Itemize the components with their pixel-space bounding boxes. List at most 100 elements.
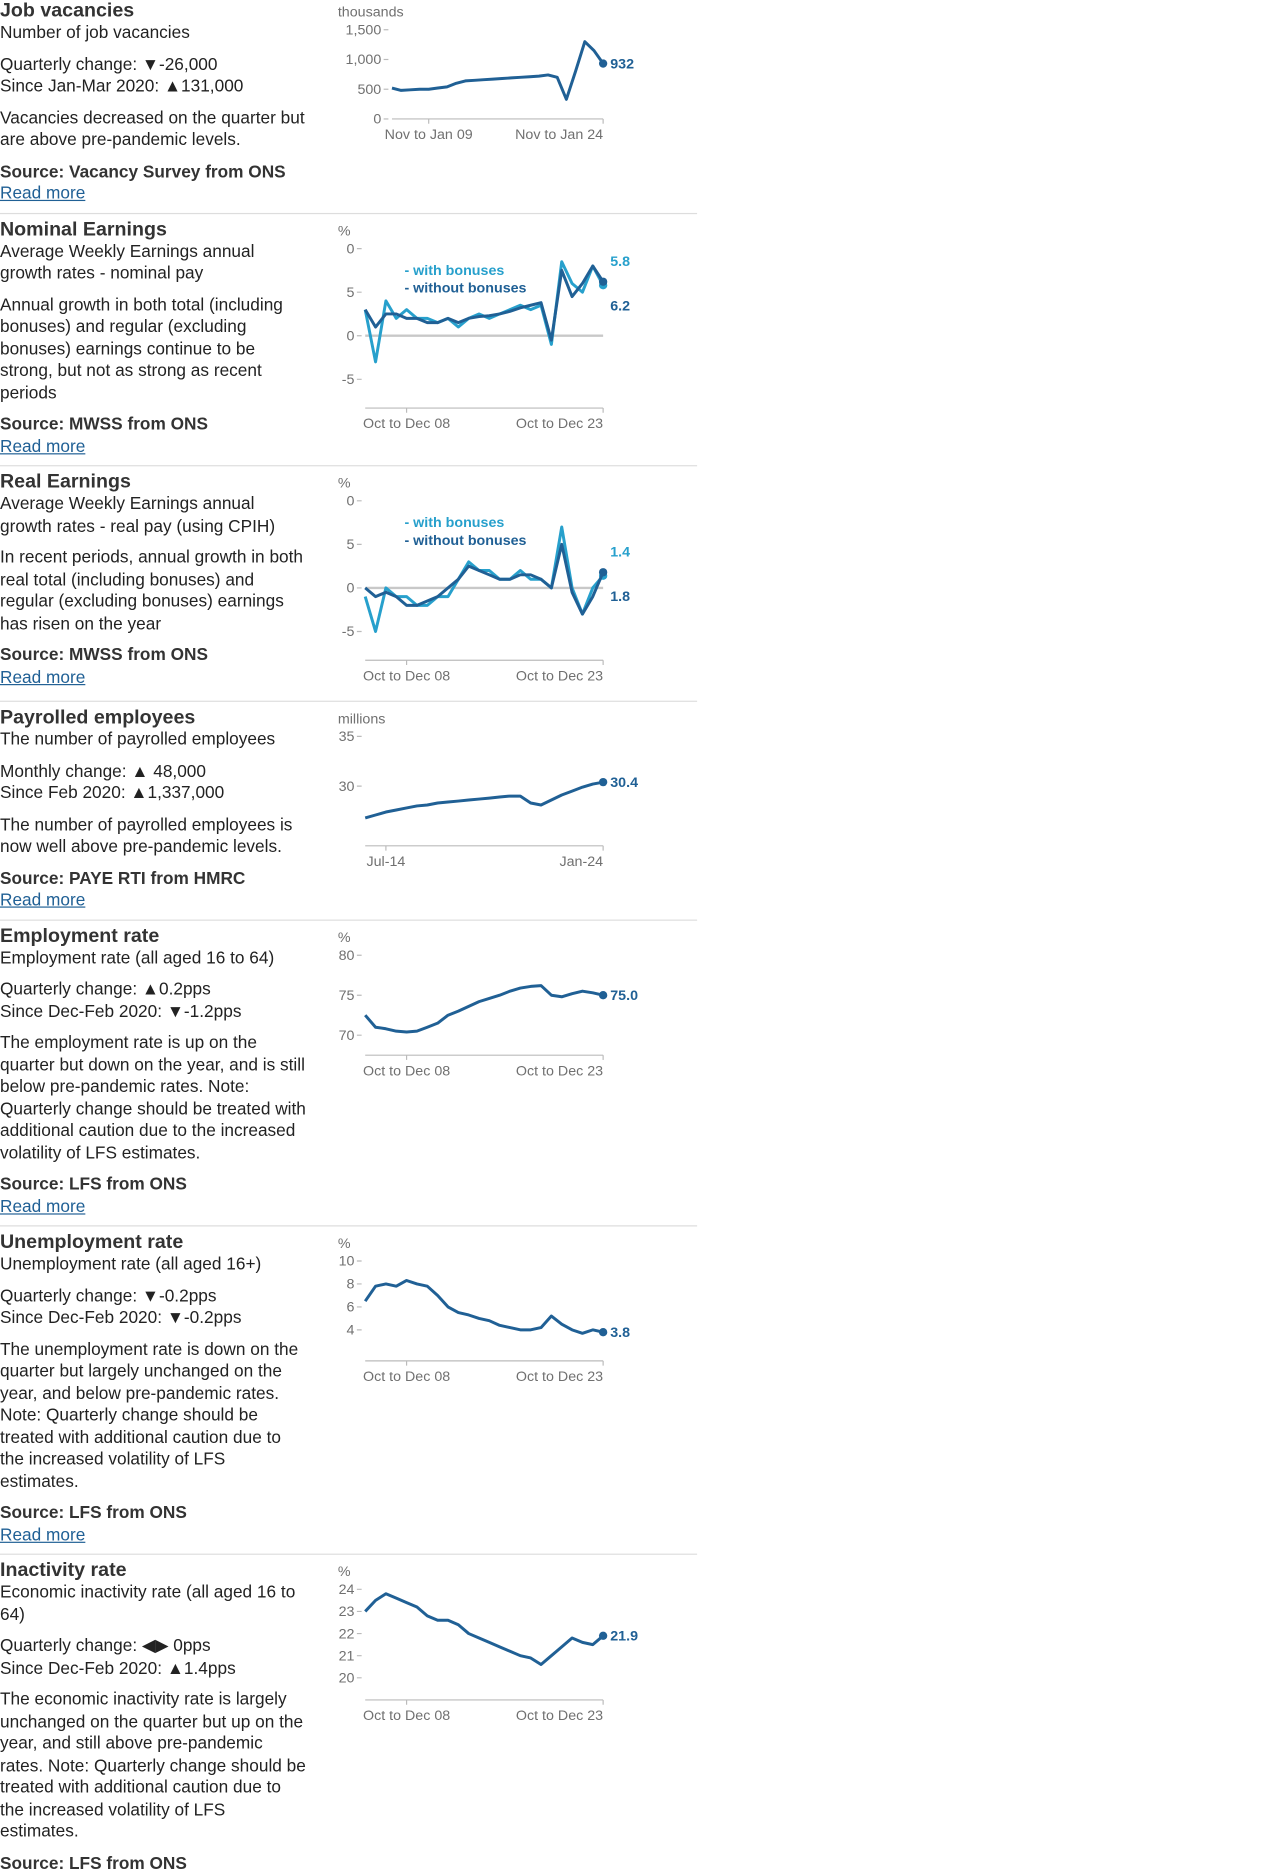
panel-title: Employment rate — [0, 924, 160, 947]
series-line — [363, 525, 605, 633]
series-line — [364, 542, 605, 616]
change-stat: Since Dec-Feb 2020: ▼-0.2pps — [0, 1308, 242, 1328]
panel-description: Annual growth in both total (including b… — [0, 295, 283, 403]
panel-source: Source: LFS from ONS — [0, 1503, 187, 1523]
series-line — [364, 780, 604, 820]
panel: Inactivity rate Economic inactivity rate … — [0, 1560, 697, 1872]
spacer — [0, 152, 307, 162]
spacer — [0, 45, 307, 55]
panel-description: The unemployment rate is down on the qua… — [0, 1340, 299, 1492]
y-tick-label: 1,000 — [346, 52, 382, 68]
line-chart: % 70 75 80 Oct to Dec 08 Oct to Dec 23 75.0 — [338, 930, 638, 1079]
read-more-link[interactable]: Read more — [0, 1525, 86, 1545]
unit-label: thousands — [338, 5, 404, 21]
y-tick-label: 23 — [339, 1604, 355, 1620]
series-line — [391, 40, 605, 101]
spacer — [0, 751, 307, 761]
y-tick-label: 70 — [339, 1027, 355, 1043]
panel-subtitle: The number of payrolled employees — [0, 730, 276, 750]
panel-text: Inactivity rate Economic inactivity rate … — [0, 1560, 307, 1872]
read-more-link[interactable]: Read more — [0, 891, 86, 911]
spacer — [0, 1276, 307, 1286]
panel-source: Source: LFS from ONS — [0, 1853, 187, 1872]
panel: Nominal Earnings Average Weekly Earnings … — [0, 218, 698, 467]
y-tick-label: -5 — [342, 624, 355, 640]
value-label: 75.0 — [610, 987, 638, 1003]
end-point — [598, 1328, 608, 1337]
line-chart: % 20 21 22 23 24 Oct to Dec 08 Oct to Dec 23 21.… — [338, 1564, 638, 1724]
series-line — [364, 983, 604, 1033]
value-label: 932 — [610, 56, 634, 72]
x-tick-label: Oct to Dec 08 — [363, 1369, 450, 1385]
y-tick-label: 0 — [347, 494, 355, 510]
spacer — [0, 1626, 307, 1636]
value-label: 30.4 — [610, 775, 638, 791]
x-tick-label: Oct to Dec 08 — [363, 1063, 450, 1079]
end-point — [598, 1631, 608, 1640]
line-chart: % -5 0 5 0 Oct to Dec 08 Oct to Dec 23 5.8 - wit… — [338, 223, 630, 432]
y-tick-label: 80 — [339, 947, 355, 963]
x-tick-label: Oct to Dec 08 — [363, 1708, 450, 1724]
y-tick-label: 0 — [347, 328, 355, 344]
panel-subtitle: Number of job vacancies — [0, 23, 190, 43]
series-line — [364, 1592, 605, 1666]
spacer — [0, 1680, 307, 1690]
legend-entry: - without bonuses — [404, 533, 526, 549]
spacer — [0, 858, 307, 868]
panel-title: Real Earnings — [0, 471, 131, 493]
panel: Job vacancies Number of job vacancies Quar… — [0, 0, 698, 214]
y-tick-label: 30 — [339, 779, 355, 795]
panel: Real Earnings Average Weekly Earnings ann… — [0, 471, 698, 702]
end-point — [598, 777, 608, 787]
y-tick-label: 0 — [373, 112, 381, 128]
value-label: 3.8 — [610, 1325, 630, 1341]
spacer — [0, 1023, 307, 1033]
y-tick-label: 22 — [339, 1626, 355, 1642]
y-tick-label: 10 — [339, 1254, 355, 1270]
x-tick-label: Jul-14 — [366, 854, 405, 870]
panel-subtitle: Unemployment rate (all aged 16+) — [0, 1255, 262, 1275]
x-tick-label: Oct to Dec 23 — [516, 1063, 603, 1079]
end-point — [598, 990, 608, 999]
y-tick-label: 20 — [339, 1671, 355, 1687]
read-more-link[interactable]: Read more — [0, 184, 86, 204]
series-line — [363, 1278, 604, 1335]
value-label: 1.8 — [610, 589, 630, 605]
panel-source: Source: PAYE RTI from HMRC — [0, 869, 246, 889]
line-chart: % -5 0 5 0 Oct to Dec 08 Oct to Dec 23 1.4 - wit… — [338, 476, 630, 685]
panel-title: Payrolled employees — [0, 706, 196, 729]
end-point — [598, 59, 608, 68]
spacer — [0, 1843, 307, 1853]
legend-entry: - with bonuses — [404, 262, 504, 278]
y-tick-label: 0 — [347, 581, 355, 597]
change-stat: Since Jan-Mar 2020: ▲131,000 — [0, 77, 244, 97]
read-more-link[interactable]: Read more — [0, 667, 86, 687]
value-label: 21.9 — [610, 1629, 638, 1645]
read-more-link[interactable]: Read more — [0, 437, 86, 457]
change-stat: Quarterly change: ▲0.2pps — [0, 980, 211, 1000]
legend-entry: - with bonuses — [404, 515, 504, 531]
y-tick-label: 8 — [347, 1277, 355, 1293]
panel-subtitle: Average Weekly Earnings annual growth ra… — [0, 242, 255, 284]
spacer — [0, 1165, 307, 1175]
spacer — [0, 285, 307, 295]
panel-subtitle: Average Weekly Earnings annual growth ra… — [0, 494, 276, 536]
y-tick-label: 24 — [339, 1582, 355, 1598]
change-stat: Since Feb 2020: ▲1,337,000 — [0, 783, 225, 803]
x-tick-label: Oct to Dec 23 — [516, 1369, 603, 1385]
panel-description: The economic inactivity rate is largely … — [0, 1690, 306, 1842]
change-stat: Monthly change: ▲ 48,000 — [0, 761, 207, 781]
panel-title: Inactivity rate — [0, 1559, 127, 1581]
y-tick-label: 4 — [347, 1323, 355, 1339]
spacer — [0, 404, 307, 414]
end-point — [598, 276, 608, 286]
panel: Payrolled employees The number of payroll… — [0, 706, 698, 921]
unit-label: % — [338, 1236, 351, 1252]
unit-label: % — [338, 930, 351, 946]
read-more-link[interactable]: Read more — [0, 1197, 86, 1217]
x-tick-label: Oct to Dec 23 — [516, 1708, 603, 1724]
y-tick-label: 21 — [339, 1648, 355, 1664]
unit-label: % — [338, 223, 351, 239]
unit-label: % — [338, 476, 351, 492]
